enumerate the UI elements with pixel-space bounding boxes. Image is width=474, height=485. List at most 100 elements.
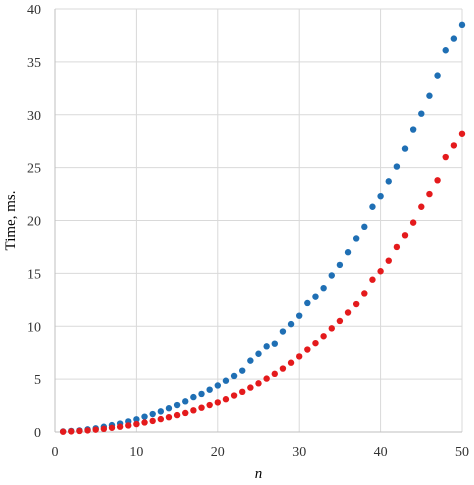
data-point — [271, 370, 278, 378]
data-point — [434, 177, 441, 184]
data-point — [198, 390, 205, 398]
data-point — [182, 409, 189, 417]
data-point — [320, 284, 327, 292]
y-tick-label: 15 — [27, 267, 41, 282]
data-point — [190, 393, 197, 401]
x-tick-label: 0 — [52, 445, 59, 460]
data-point — [352, 300, 360, 308]
data-point — [442, 47, 449, 54]
y-tick-labels: 0 5 10 15 20 25 30 35 40 — [27, 3, 41, 441]
data-point — [173, 401, 181, 409]
data-point — [458, 130, 466, 137]
data-point — [296, 353, 303, 360]
data-point — [133, 416, 140, 423]
data-point — [393, 243, 401, 251]
data-point — [369, 276, 376, 283]
y-tick-label: 5 — [34, 373, 41, 388]
data-point — [369, 203, 376, 210]
data-point — [230, 372, 238, 380]
data-point — [426, 190, 433, 198]
data-point — [287, 359, 295, 366]
y-tick-label: 25 — [27, 162, 41, 177]
data-series — [59, 21, 466, 435]
data-point — [173, 411, 181, 419]
data-point — [296, 312, 303, 319]
y-tick-label: 30 — [27, 109, 41, 124]
axes — [54, 9, 462, 433]
data-point — [287, 320, 295, 328]
data-point — [450, 35, 458, 42]
data-point — [442, 153, 449, 161]
data-point — [59, 428, 67, 435]
data-point — [165, 413, 173, 421]
data-point — [141, 419, 148, 426]
data-point — [247, 357, 254, 364]
data-point — [263, 375, 270, 382]
data-point — [336, 317, 344, 325]
x-tick-label: 30 — [292, 445, 306, 460]
data-point — [401, 145, 409, 152]
data-point — [458, 21, 466, 29]
data-point — [157, 415, 165, 423]
x-tick-label: 50 — [455, 445, 469, 460]
data-point — [157, 408, 165, 415]
data-point — [198, 404, 205, 411]
data-point — [68, 428, 75, 435]
data-point — [328, 325, 335, 332]
data-point — [239, 367, 246, 374]
data-point — [320, 333, 327, 340]
data-point — [328, 272, 335, 279]
data-point — [344, 309, 352, 316]
x-axis-title: n — [255, 466, 263, 482]
data-point — [450, 142, 458, 149]
data-point — [409, 219, 417, 226]
data-point — [84, 427, 91, 434]
data-point — [426, 92, 433, 99]
data-point — [255, 380, 262, 387]
data-point — [418, 110, 425, 117]
series-1 — [59, 21, 466, 435]
data-point — [230, 392, 238, 399]
data-point — [247, 384, 254, 391]
data-point — [190, 407, 197, 414]
data-point — [214, 399, 221, 406]
data-point — [182, 398, 189, 405]
data-point — [361, 223, 368, 231]
data-point — [76, 427, 83, 435]
data-point — [279, 365, 287, 372]
data-point — [133, 420, 140, 428]
data-point — [100, 425, 108, 433]
series-2 — [59, 130, 466, 435]
data-point — [377, 268, 384, 275]
data-point — [214, 382, 221, 389]
data-point — [312, 293, 319, 300]
data-point — [271, 340, 278, 347]
data-point — [255, 350, 262, 357]
data-point — [385, 257, 392, 264]
data-point — [141, 413, 148, 420]
data-point — [263, 343, 270, 350]
data-point — [279, 328, 287, 335]
data-point — [108, 424, 116, 431]
data-point — [206, 386, 213, 393]
data-point — [361, 290, 368, 297]
x-tick-label: 10 — [129, 445, 143, 460]
y-tick-label: 20 — [27, 215, 41, 230]
data-point — [434, 72, 441, 79]
data-point — [222, 396, 230, 403]
grid — [55, 8, 463, 432]
data-point — [149, 410, 156, 418]
data-point — [206, 401, 213, 409]
x-tick-label: 20 — [211, 445, 225, 460]
data-point — [304, 299, 311, 307]
data-point — [352, 235, 360, 242]
data-point — [312, 339, 319, 347]
data-point — [418, 203, 425, 210]
y-tick-label: 10 — [27, 320, 41, 335]
x-tick-labels: 0 10 20 30 40 50 — [52, 445, 470, 460]
data-point — [377, 192, 384, 200]
x-tick-label: 40 — [374, 445, 388, 460]
y-tick-label: 40 — [27, 3, 41, 18]
data-point — [344, 249, 352, 256]
